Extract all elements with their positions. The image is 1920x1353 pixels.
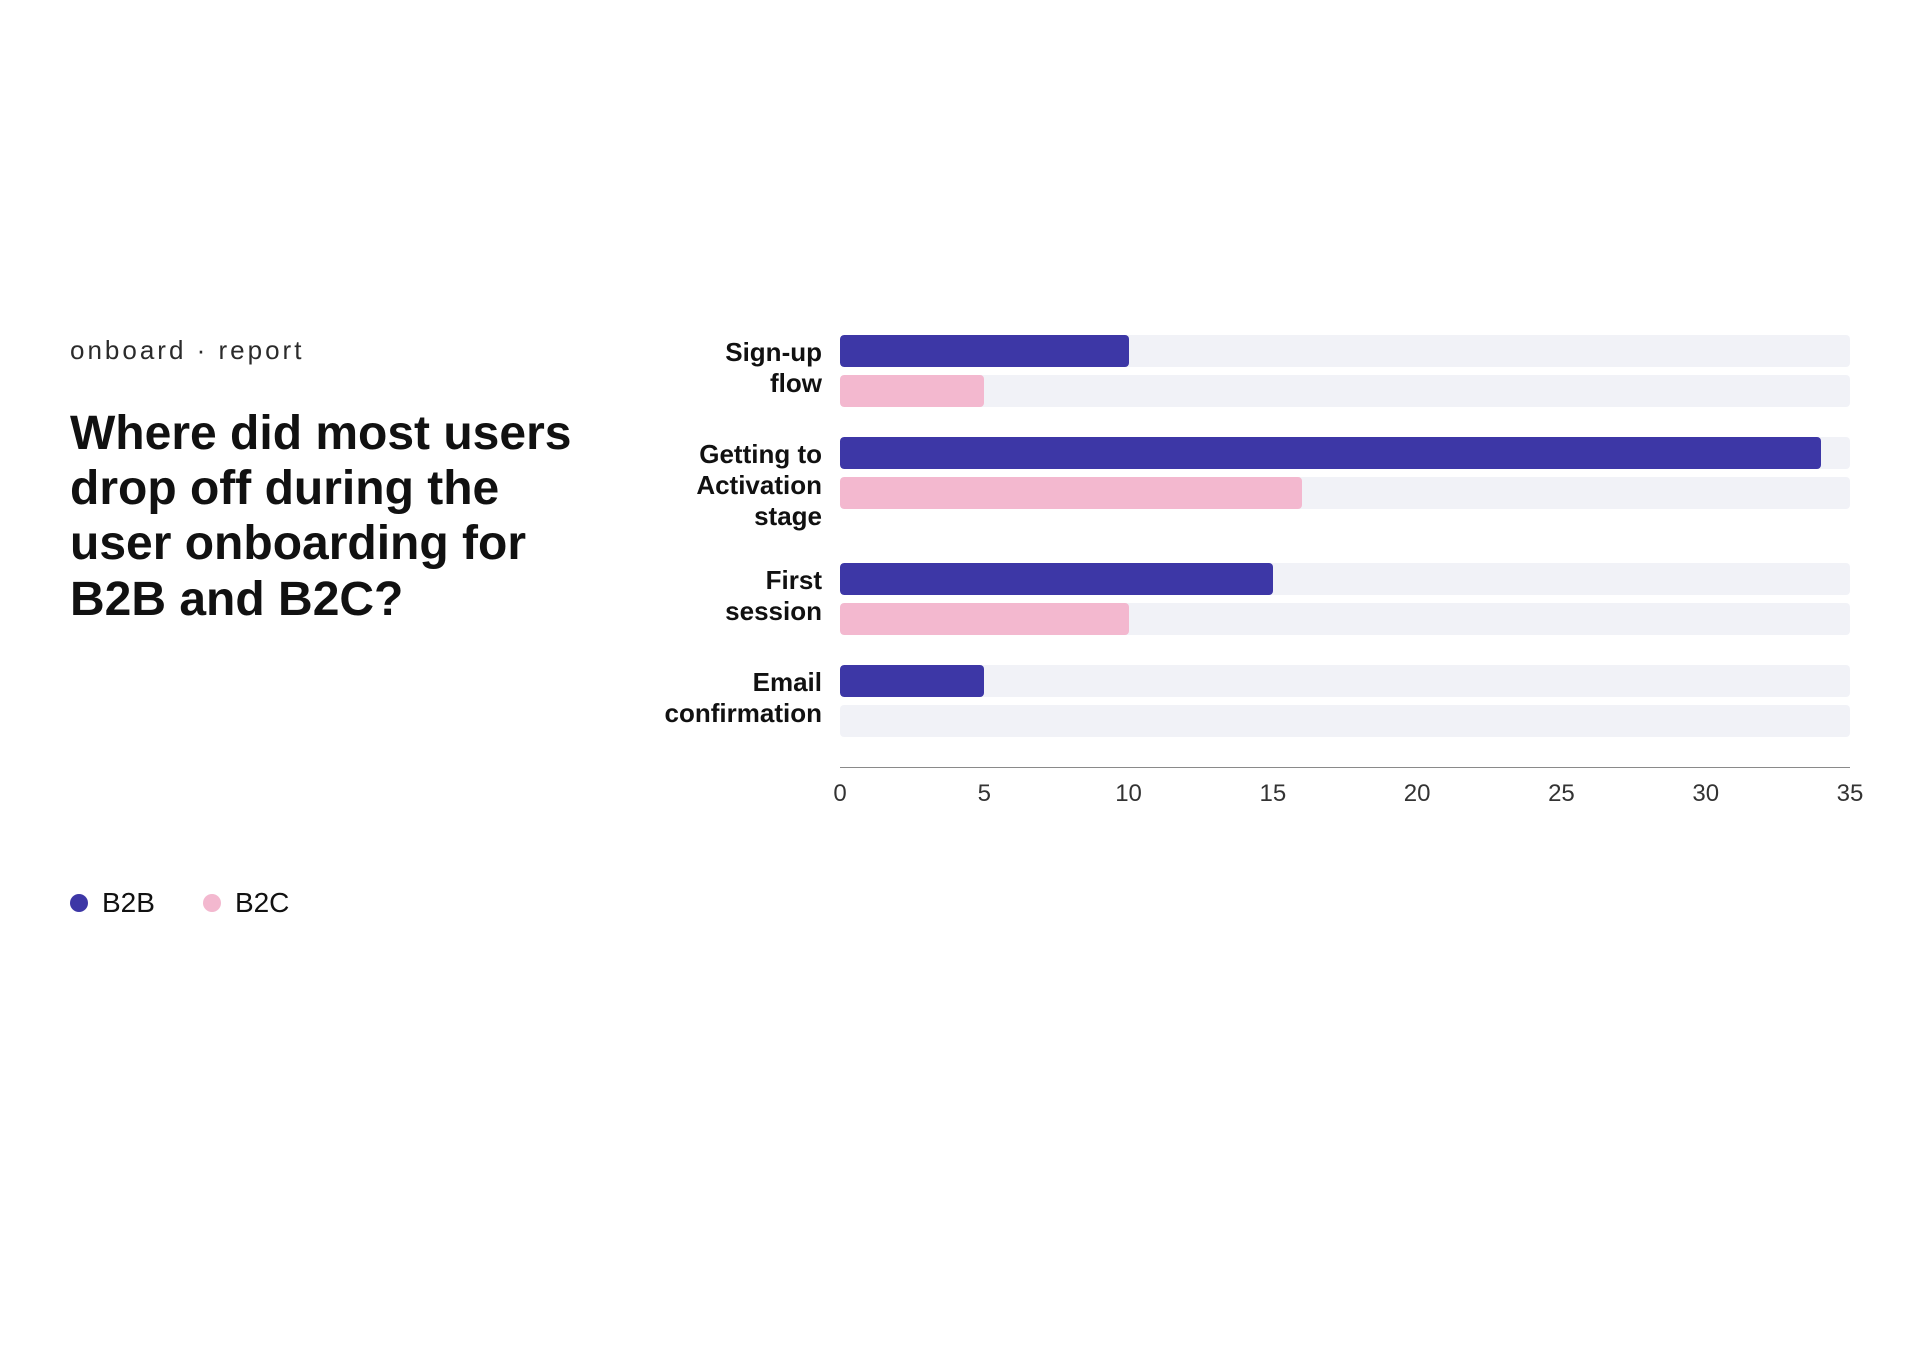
- bar-fill-b2c: [840, 603, 1129, 635]
- bar-track-b2c: [840, 375, 1850, 407]
- x-tick: 10: [1115, 780, 1142, 808]
- x-tick: 30: [1692, 780, 1719, 808]
- bar-track-b2c: [840, 477, 1850, 509]
- category-label: Getting toActivationstage: [650, 437, 840, 533]
- bar-fill-b2c: [840, 477, 1302, 509]
- bar-fill-b2b: [840, 665, 984, 697]
- bar-group: [840, 335, 1850, 407]
- bar-fill-b2b: [840, 437, 1821, 469]
- dropoff-bar-chart: Sign-upflow Getting toActivationstage Firs…: [650, 335, 1850, 737]
- x-tick: 20: [1404, 780, 1431, 808]
- x-tick: 0: [833, 780, 846, 808]
- x-tick: 5: [978, 780, 991, 808]
- bar-track-b2b: [840, 563, 1850, 595]
- bar-track-b2b: [840, 665, 1850, 697]
- bar-track-b2b: [840, 335, 1850, 367]
- legend-item-b2b: B2B: [70, 887, 155, 919]
- chart-row: Sign-upflow: [650, 335, 1850, 407]
- x-tick: 35: [1837, 780, 1864, 808]
- x-axis-line: [840, 767, 1850, 768]
- x-tick: 15: [1259, 780, 1286, 808]
- legend-item-b2c: B2C: [203, 887, 289, 919]
- bar-fill-b2c: [840, 375, 984, 407]
- legend-swatch-b2c: [203, 894, 221, 912]
- bar-fill-b2b: [840, 563, 1273, 595]
- bar-group: [840, 563, 1850, 635]
- two-column-layout: onboard · report Where did most users dr…: [70, 335, 1850, 919]
- headline: Where did most users drop off during the…: [70, 406, 590, 627]
- eyebrow-label: onboard · report: [70, 335, 590, 366]
- legend: B2B B2C: [70, 887, 590, 919]
- chart-row: Getting toActivationstage: [650, 437, 1850, 533]
- bar-track-b2c: [840, 705, 1850, 737]
- category-label: Emailconfirmation: [650, 665, 840, 729]
- x-axis-ticks: 05101520253035: [840, 780, 1850, 810]
- x-tick: 25: [1548, 780, 1575, 808]
- legend-label-b2c: B2C: [235, 887, 289, 919]
- legend-swatch-b2b: [70, 894, 88, 912]
- bar-fill-b2b: [840, 335, 1129, 367]
- bar-track-b2c: [840, 603, 1850, 635]
- chart-row: Firstsession: [650, 563, 1850, 635]
- category-label: Sign-upflow: [650, 335, 840, 399]
- chart-row: Emailconfirmation: [650, 665, 1850, 737]
- left-column: onboard · report Where did most users dr…: [70, 335, 590, 919]
- bar-group: [840, 437, 1850, 509]
- bar-group: [840, 665, 1850, 737]
- chart-column: Sign-upflow Getting toActivationstage Firs…: [650, 335, 1850, 810]
- bar-track-b2b: [840, 437, 1850, 469]
- legend-label-b2b: B2B: [102, 887, 155, 919]
- category-label: Firstsession: [650, 563, 840, 627]
- report-container: onboard · report Where did most users dr…: [70, 335, 1850, 919]
